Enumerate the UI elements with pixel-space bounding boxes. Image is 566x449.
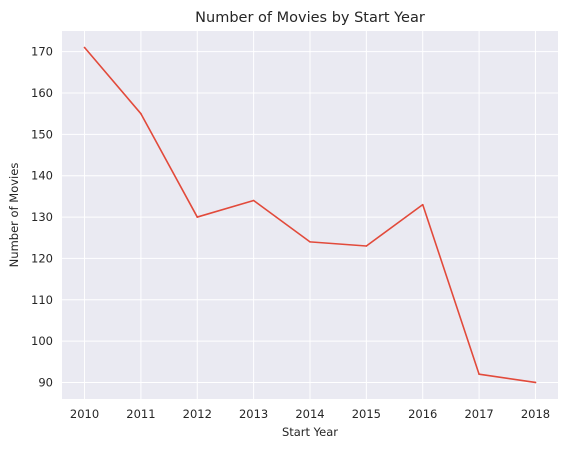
data-point: [421, 203, 424, 206]
data-point: [534, 381, 537, 384]
x-tick-label: 2012: [183, 407, 212, 421]
y-axis-label: Number of Movies: [7, 163, 21, 268]
x-axis-label: Start Year: [282, 425, 338, 439]
x-tick-label: 2017: [464, 407, 493, 421]
series-layer: [83, 46, 537, 384]
data-point: [140, 112, 142, 115]
x-tick-label: 2014: [295, 407, 324, 421]
y-tick-label: 130: [31, 210, 53, 224]
chart-title: Number of Movies by Start Year: [195, 10, 425, 26]
x-tick-label: 2010: [70, 407, 99, 421]
x-tick-label: 2013: [239, 407, 268, 421]
x-tick-label: 2016: [408, 407, 437, 421]
y-tick-label: 170: [31, 45, 53, 59]
y-tick-label: 150: [31, 127, 53, 141]
x-tick-label: 2018: [521, 407, 550, 421]
grid-lines: [62, 31, 558, 399]
data-point: [83, 46, 86, 49]
data-point: [309, 241, 311, 243]
x-tick-label: 2015: [352, 407, 381, 421]
y-tick-label: 110: [31, 293, 53, 307]
y-tick-label: 90: [38, 375, 53, 389]
data-point: [196, 216, 199, 218]
y-axis-ticks: 90 100 110 120 130 140 150 160 170: [31, 45, 53, 390]
x-axis-ticks: 2010 2011 2012 2013 2014 2015 2016 2017 2018: [70, 407, 550, 421]
data-point: [478, 373, 480, 375]
y-tick-label: 140: [31, 169, 53, 183]
data-point: [365, 245, 368, 247]
y-tick-label: 160: [31, 86, 53, 100]
y-tick-label: 120: [31, 251, 53, 265]
data-point: [252, 199, 255, 202]
y-tick-label: 100: [31, 334, 53, 348]
x-tick-label: 2011: [126, 407, 155, 421]
